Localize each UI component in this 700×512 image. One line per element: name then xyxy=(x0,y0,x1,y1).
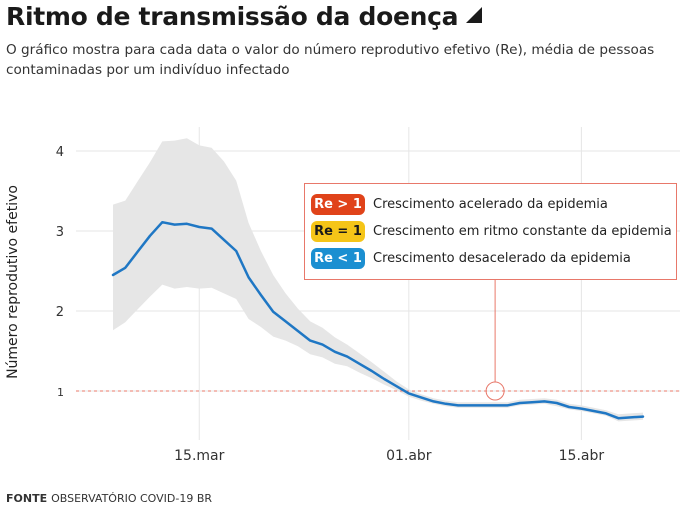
legend-text-accelerated: Crescimento acelerado da epidemia xyxy=(373,196,608,212)
source-note: FONTE OBSERVATÓRIO COVID-19 BR xyxy=(6,492,213,505)
x-tick-label: 15.mar xyxy=(174,448,224,464)
legend-badge-decelerated: Re < 1 xyxy=(311,247,365,269)
series-line xyxy=(111,220,645,420)
legend-text-constant: Crescimento em ritmo constante da epidem… xyxy=(373,223,672,239)
chart-title: Ritmo de transmissão da doença xyxy=(6,2,483,31)
confidence-band xyxy=(113,138,643,422)
x-tick-label: 15.abr xyxy=(559,448,605,464)
triangle-icon xyxy=(466,7,483,23)
legend-item-accelerated: Re > 1 Crescimento acelerado da epidemia xyxy=(311,193,608,215)
y-tick-label: 1 xyxy=(57,386,64,399)
legend-badge-accelerated: Re > 1 xyxy=(311,193,365,215)
chart-subtitle: O gráfico mostra para cada data o valor … xyxy=(6,42,655,78)
legend-badge-constant: Re = 1 xyxy=(311,220,365,242)
x-tick-label: 01.abr xyxy=(386,448,432,464)
legend-text-decelerated: Crescimento desacelerado da epidemia xyxy=(373,250,631,266)
y-axis-label: Número reprodutivo efetivo xyxy=(5,185,21,379)
callout-circle xyxy=(485,381,505,401)
legend-box: Re > 1 Crescimento acelerado da epidemia… xyxy=(304,183,677,280)
y-tick-label: 4 xyxy=(56,145,64,160)
y-tick-label: 3 xyxy=(56,225,64,240)
legend-item-decelerated: Re < 1 Crescimento desacelerado da epide… xyxy=(311,247,631,269)
y-tick-label: 2 xyxy=(56,305,64,320)
legend-item-constant: Re = 1 Crescimento em ritmo constante da… xyxy=(311,220,672,242)
